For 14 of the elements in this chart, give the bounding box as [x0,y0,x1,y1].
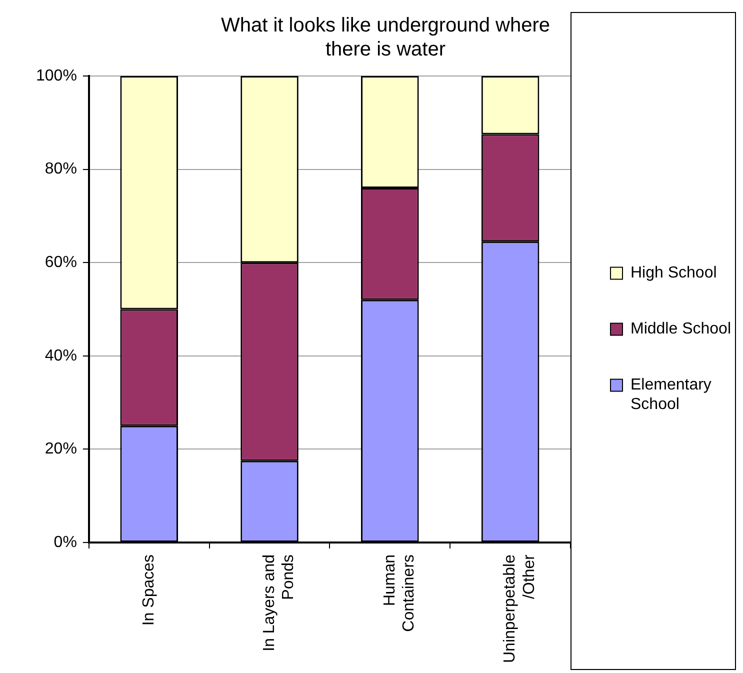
y-tick-label: 40% [44,347,77,364]
legend-label: High School [630,264,717,282]
y-tick-label: 20% [44,440,77,458]
legend-label: Middle School [630,320,731,338]
x-tick-label: Uninperpetable/Other [502,554,538,664]
y-tick-label: 80% [44,160,77,178]
x-tick-label: Human Containers [381,554,418,632]
x-tick-label: In Layers and Ponds [260,554,298,652]
y-tick-label: 0% [54,534,77,551]
x-tick-label: In Spaces [140,554,158,626]
y-tick-label: 60% [44,254,77,271]
y-tick-label: 100% [36,67,77,84]
legend-label: Elementary School [630,376,712,413]
chart-title: What it looks like underground where there is water [220,14,550,61]
